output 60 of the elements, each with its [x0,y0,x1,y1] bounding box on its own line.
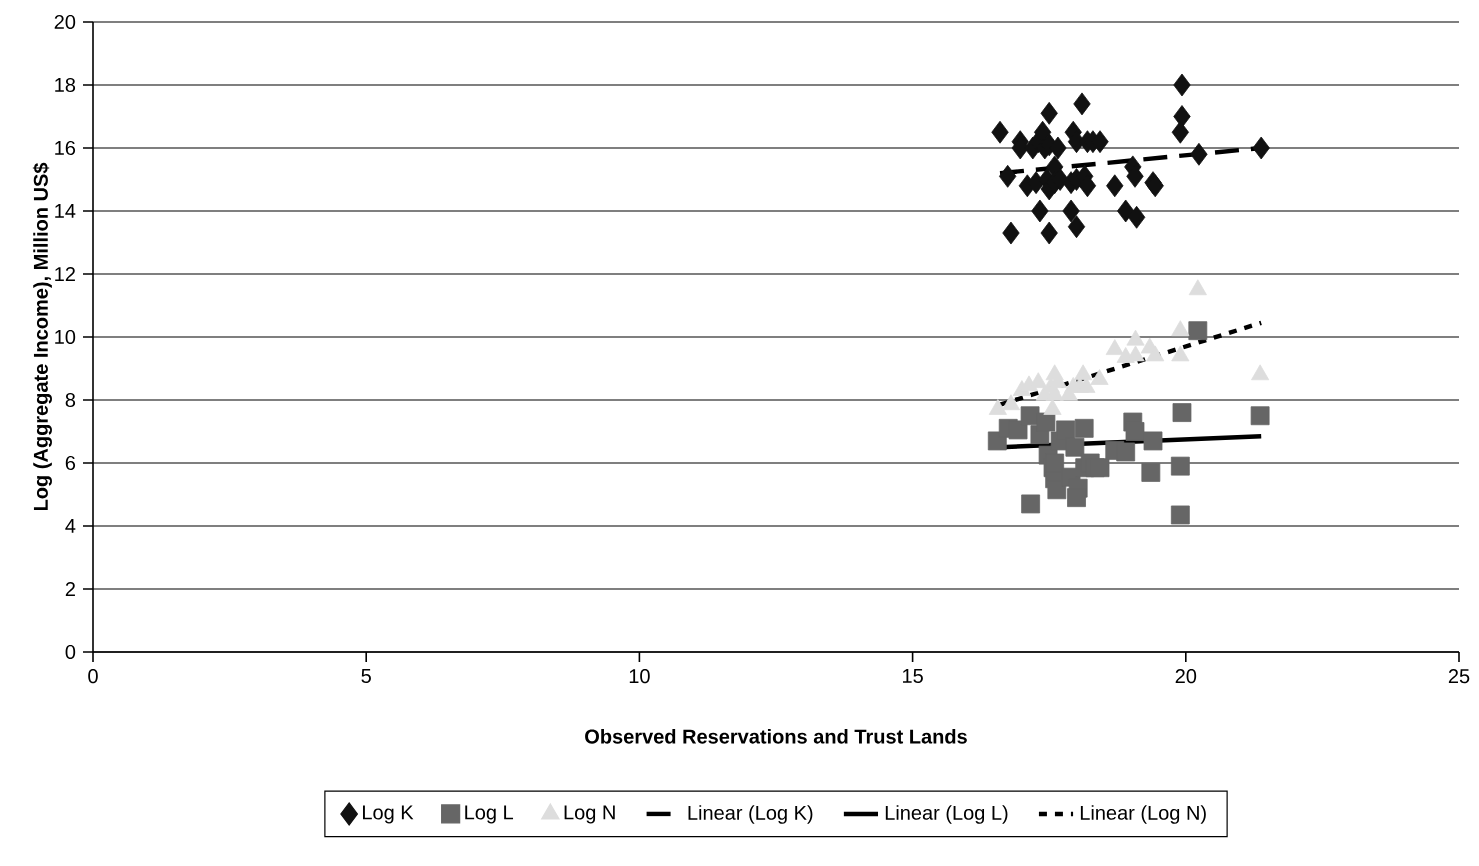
point [1008,420,1028,440]
point [1141,463,1161,482]
legend-label: Linear (Log N) [1080,805,1206,824]
point [1031,199,1049,223]
x-tick-label: 25 [1448,669,1470,684]
point [1106,174,1124,198]
legend-label: Log K [363,805,414,824]
point [1036,412,1056,432]
point [1021,494,1041,514]
y-tick-label: 16 [55,140,76,156]
point [1056,420,1075,440]
point [999,164,1017,188]
y-tick-label: 10 [55,329,76,345]
point [1002,221,1020,245]
y-tick-label: 6 [65,455,76,471]
legend-label: Linear (Log K) [688,805,813,824]
point [1040,101,1058,125]
point [1250,406,1270,426]
point [1190,142,1208,166]
y-tick-label: 0 [65,644,76,660]
point [1117,199,1135,223]
y-tick-label: 18 [55,77,76,93]
point [1173,105,1191,128]
point [1170,456,1190,476]
y-tick-label: 12 [55,267,75,281]
point [1173,73,1191,97]
point [1067,215,1086,239]
point [1116,442,1136,462]
point [1073,92,1091,116]
x-tick-label: 5 [361,669,371,683]
x-tick-label: 0 [88,669,98,684]
point [1127,205,1146,229]
point [1188,321,1208,341]
y-axis-title: Log (Aggregate Income), Million US$ [32,162,52,511]
y-tick-label: 20 [54,14,76,30]
point [1065,437,1085,457]
legend-label: Linear (Log L) [885,805,1008,824]
point [1062,199,1080,223]
legend-label: Log L [465,805,514,824]
point [1074,418,1094,438]
x-tick-label: 10 [629,669,650,684]
x-tick-label: 15 [903,669,923,683]
y-tick-label: 14 [55,204,76,218]
point [1125,422,1145,441]
point [1252,136,1270,160]
point [1143,431,1163,451]
point [1170,505,1190,525]
point [1040,221,1058,245]
point [1171,120,1189,144]
point [991,120,1009,144]
legend-label: Log N [564,805,615,824]
point [1049,136,1067,160]
point [1067,488,1086,508]
point [1172,403,1192,422]
y-tick-label: 4 [65,519,76,533]
y-tick-label: 8 [65,392,76,408]
y-tick-label: 2 [65,582,75,596]
x-tick-label: 20 [1175,669,1197,684]
point [1090,458,1110,478]
x-axis-title: Observed Reservations and Trust Lands [585,728,967,744]
